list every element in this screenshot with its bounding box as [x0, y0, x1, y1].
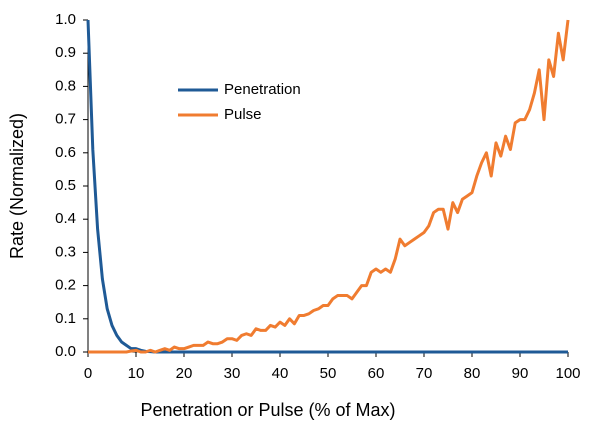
- legend-label: Penetration: [224, 81, 301, 98]
- y-tick-label: 0.1: [55, 310, 76, 327]
- x-tick-label: 60: [368, 365, 385, 382]
- y-tick-label: 0.3: [55, 243, 76, 260]
- x-axis-title: Penetration or Pulse (% of Max): [140, 400, 395, 420]
- x-tick-label: 0: [84, 365, 92, 382]
- y-axis-title: Rate (Normalized): [7, 113, 27, 259]
- y-tick-label: 0.7: [55, 111, 76, 128]
- y-tick-label: 0.5: [55, 177, 76, 194]
- y-tick-label: 0.2: [55, 277, 76, 294]
- legend-label: Pulse: [224, 106, 262, 123]
- x-tick-label: 10: [128, 365, 145, 382]
- series-line: [86, 19, 568, 354]
- y-tick-label: 0.0: [55, 343, 76, 360]
- y-tick-label: 0.9: [55, 44, 76, 61]
- x-tick-label: 80: [464, 365, 481, 382]
- y-tick-label: 0.6: [55, 144, 76, 161]
- x-tick-label: 40: [272, 365, 289, 382]
- series-line: [88, 19, 570, 354]
- x-tick-label: 90: [512, 365, 529, 382]
- y-tick-label: 0.8: [55, 77, 76, 94]
- x-tick-label: 20: [176, 365, 193, 382]
- x-tick-label: 100: [555, 365, 580, 382]
- x-tick-label: 70: [416, 365, 433, 382]
- y-tick-label: 0.4: [55, 210, 76, 227]
- x-tick-label: 50: [320, 365, 337, 382]
- y-tick-label: 1.0: [55, 11, 76, 28]
- x-tick-label: 30: [224, 365, 241, 382]
